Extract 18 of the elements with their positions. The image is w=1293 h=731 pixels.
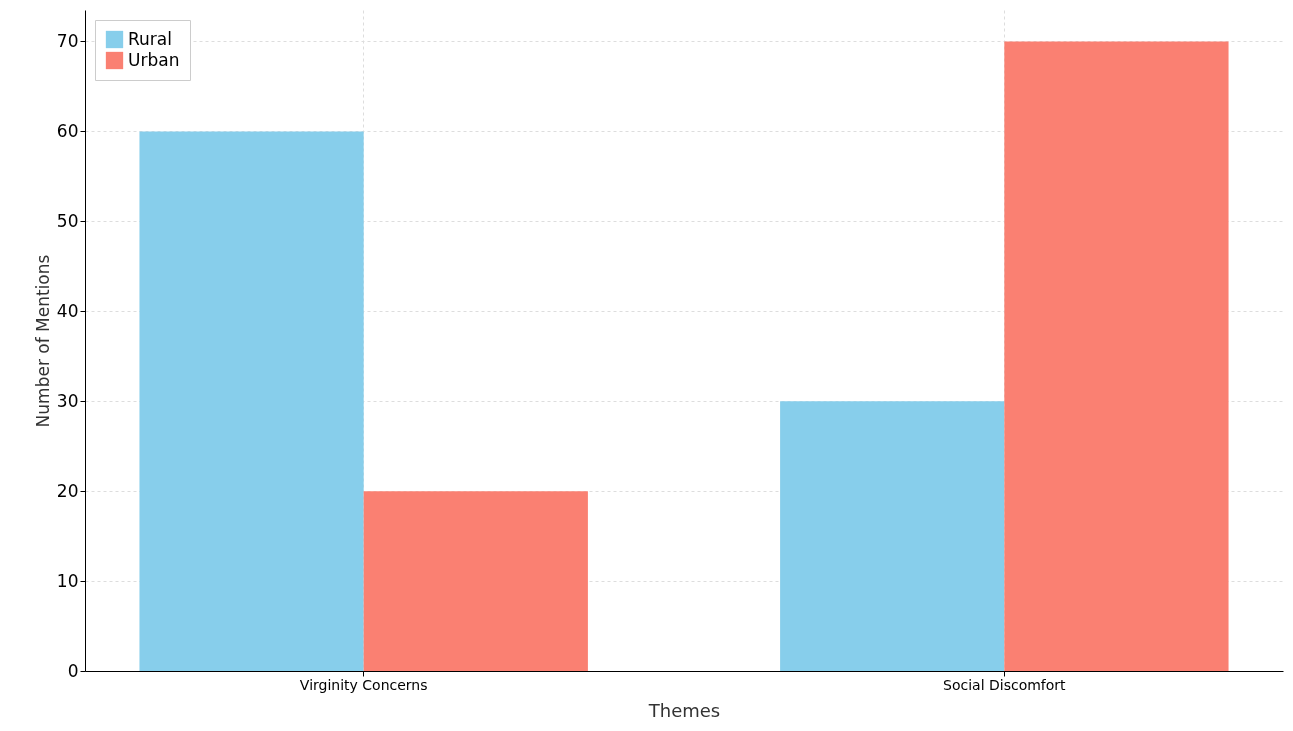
x-tick-label: Social Discomfort	[943, 676, 1067, 693]
y-axis-title: Number of Mentions	[32, 254, 53, 428]
y-tick-label: 70	[56, 30, 79, 51]
y-tick-label: 20	[56, 480, 79, 501]
y-tick-label: 30	[56, 390, 79, 411]
y-tick-label: 10	[56, 570, 79, 591]
y-tick-label: 50	[56, 210, 79, 231]
bar	[1004, 41, 1229, 671]
y-tick-label: 0	[67, 660, 79, 681]
legend-label: Urban	[128, 49, 180, 70]
y-tick-label: 40	[56, 300, 79, 321]
bar	[363, 491, 588, 671]
x-axis-title: Themes	[647, 699, 721, 721]
y-tick-label: 60	[56, 120, 79, 141]
bar	[139, 131, 364, 671]
legend-label: Rural	[128, 28, 172, 49]
bar	[780, 401, 1005, 671]
x-tick-label: Virginity Concerns	[299, 676, 428, 693]
